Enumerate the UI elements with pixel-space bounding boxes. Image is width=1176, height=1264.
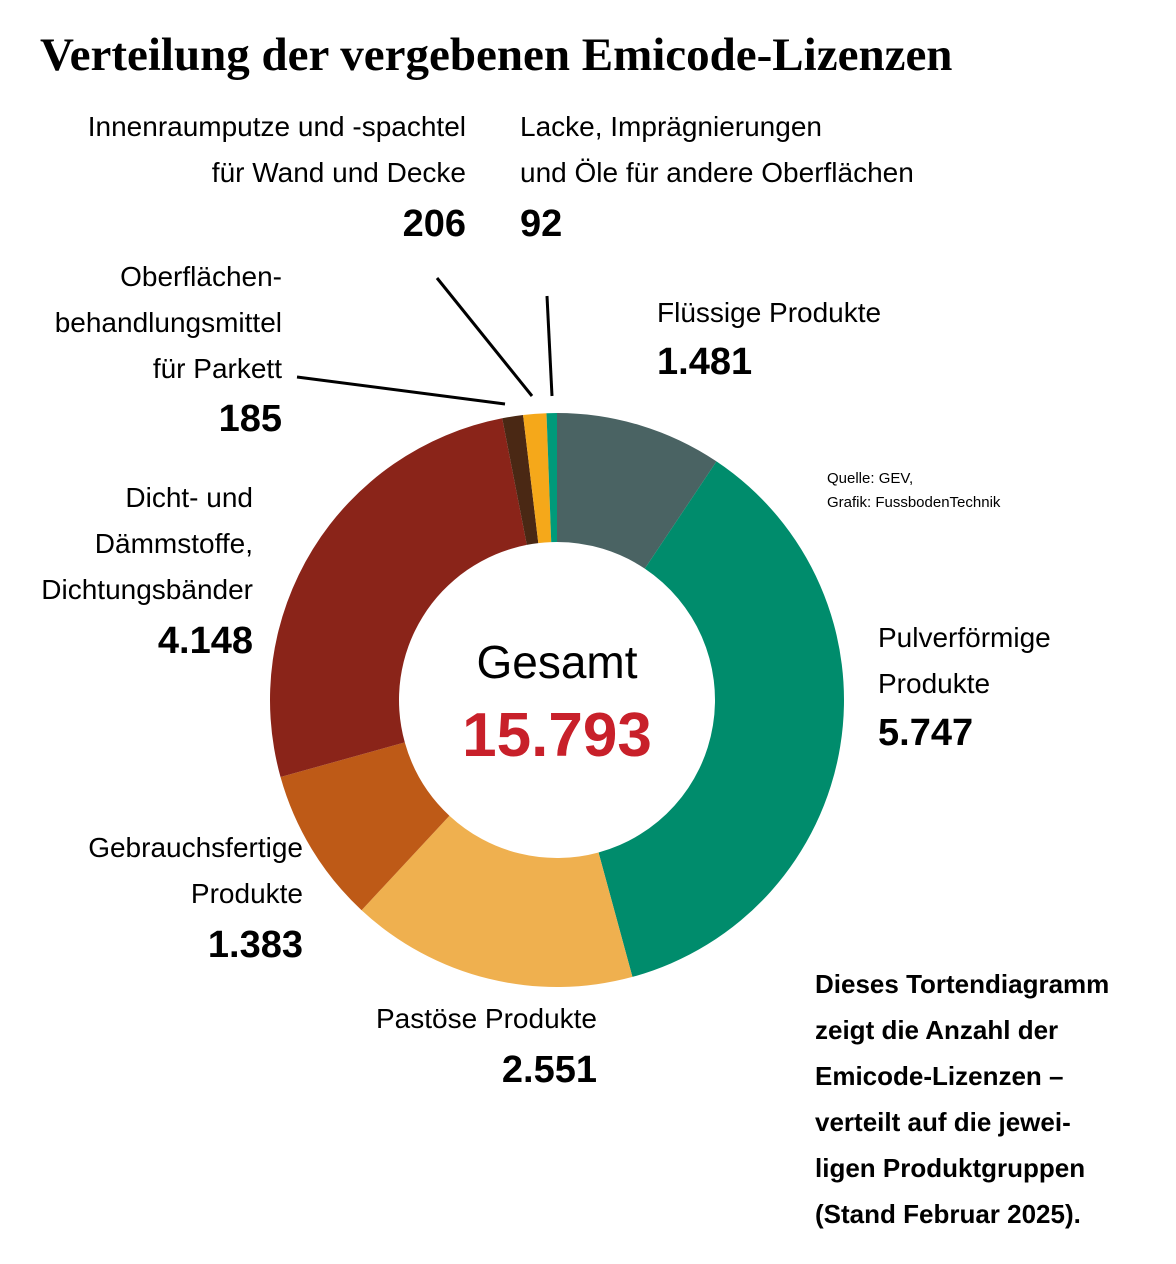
category-label: behandlungsmittel bbox=[55, 307, 282, 338]
note-text: zeigt die Anzahl der bbox=[815, 1015, 1058, 1045]
donut-segment bbox=[523, 413, 552, 544]
note-text: Emicode-Lizenzen – bbox=[815, 1061, 1064, 1091]
category-label: Pulverförmige bbox=[878, 622, 1051, 653]
value-label: 1.383 bbox=[208, 924, 303, 966]
chart-title: Verteilung der vergebenen Emicode-Lizenz… bbox=[40, 29, 952, 81]
category-label: und Öle für andere Oberflächen bbox=[520, 157, 914, 188]
note-text: Dieses Tortendiagramm bbox=[815, 969, 1109, 999]
donut-segment bbox=[280, 742, 450, 911]
source-text: Grafik: FussbodenTechnik bbox=[827, 494, 1001, 511]
note-text: verteilt auf die jewei- bbox=[815, 1107, 1071, 1137]
center-label: Gesamt bbox=[476, 636, 637, 688]
leader-line bbox=[435, 277, 534, 397]
donut-segment bbox=[546, 413, 557, 543]
value-label: 1.481 bbox=[657, 341, 752, 383]
category-label: Gebrauchsfertige bbox=[88, 832, 303, 863]
category-label: für Wand und Decke bbox=[212, 157, 466, 188]
value-label: 4.148 bbox=[158, 620, 253, 662]
donut-segment bbox=[270, 418, 527, 778]
total-value: 15.793 bbox=[462, 701, 652, 770]
value-label: 5.747 bbox=[878, 712, 973, 754]
value-label: 92 bbox=[520, 203, 562, 245]
note-text: (Stand Februar 2025). bbox=[815, 1199, 1081, 1229]
category-label: Flüssige Produkte bbox=[657, 297, 881, 328]
category-label: Oberflächen- bbox=[120, 261, 282, 292]
category-label: Dichtungsbänder bbox=[41, 574, 253, 605]
category-label: Produkte bbox=[878, 668, 990, 699]
category-label: Pastöse Produkte bbox=[376, 1003, 597, 1034]
source-text: Quelle: GEV, bbox=[827, 470, 913, 487]
category-label: Lacke, Imprägnierungen bbox=[520, 111, 822, 142]
donut-segment bbox=[557, 413, 717, 569]
category-label: für Parkett bbox=[153, 353, 282, 384]
category-label: Dämmstoffe, bbox=[95, 528, 253, 559]
donut-segment bbox=[502, 415, 539, 545]
leader-line bbox=[545, 295, 554, 397]
value-label: 185 bbox=[219, 398, 282, 440]
donut-segment bbox=[598, 461, 845, 977]
donut-segment bbox=[361, 815, 633, 988]
value-label: 2.551 bbox=[502, 1049, 597, 1091]
category-label: Innenraumputze und -spachtel bbox=[88, 111, 466, 142]
leader-line bbox=[296, 375, 506, 406]
category-label: Produkte bbox=[191, 878, 303, 909]
value-label: 206 bbox=[403, 203, 466, 245]
note-text: ligen Produktgruppen bbox=[815, 1153, 1085, 1183]
category-label: Dicht- und bbox=[125, 482, 253, 513]
